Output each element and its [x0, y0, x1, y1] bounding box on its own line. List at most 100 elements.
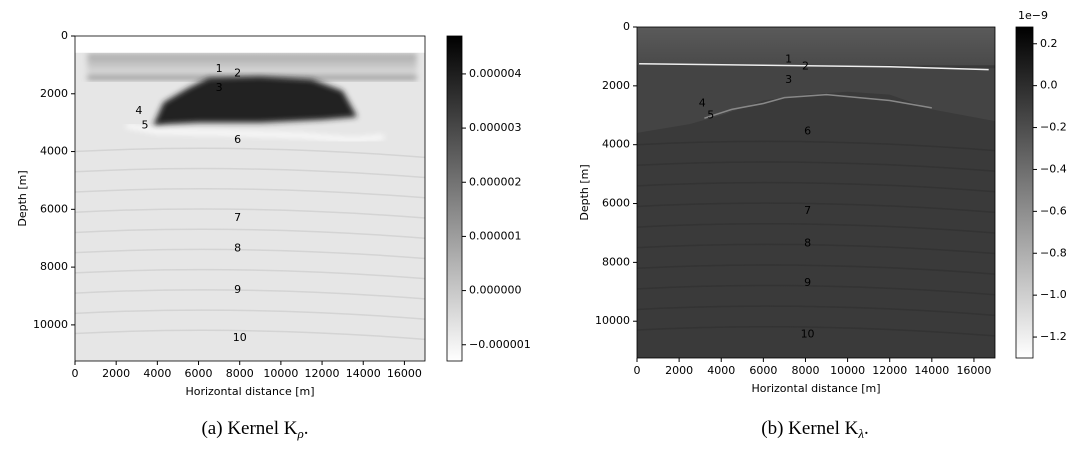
- y-axis-label: Depth [m]: [578, 164, 591, 220]
- x-tick-label: 14000: [346, 367, 381, 380]
- texture: [637, 284, 995, 296]
- texture: [75, 329, 425, 341]
- colorbar: [1015, 26, 1034, 359]
- annotation: 1: [216, 62, 223, 75]
- caption-suffix: .: [864, 418, 869, 439]
- annotation: 3: [785, 73, 792, 86]
- annotation: 4: [699, 96, 706, 109]
- annotation: 6: [804, 124, 811, 137]
- y-tick-label: 8000: [40, 260, 68, 273]
- blob: [153, 76, 358, 126]
- x-tick-label: 2000: [102, 367, 130, 380]
- colorbar-scale: 1e−9: [1018, 9, 1048, 22]
- y-tick-label: 0: [61, 29, 68, 42]
- texture: [637, 202, 995, 214]
- annotation: 10: [233, 331, 247, 344]
- colorbar-tick-label: 0.2: [1040, 37, 1058, 50]
- texture: [637, 305, 995, 317]
- texture: [75, 167, 425, 179]
- annotation: 10: [801, 327, 815, 340]
- x-tick-label: 6000: [749, 364, 777, 377]
- annotation: 2: [234, 67, 241, 80]
- y-tick-label: 8000: [602, 255, 630, 268]
- x-tick-label: 0: [634, 364, 641, 377]
- x-tick-label: 2000: [665, 364, 693, 377]
- axes-frame: [636, 26, 996, 359]
- y-axis-label: Depth [m]: [16, 170, 29, 226]
- top-white: [75, 36, 425, 53]
- texture: [75, 208, 425, 219]
- caption: (b) Kernel Kλ.: [761, 418, 868, 441]
- annotation: 5: [707, 108, 714, 121]
- x-tick-label: 16000: [956, 364, 991, 377]
- caption: (a) Kernel Kρ.: [201, 418, 308, 441]
- annotation: 9: [234, 283, 241, 296]
- colorbar-tick-label: −0.6: [1040, 204, 1067, 217]
- annotation: 7: [804, 204, 811, 217]
- y-tick-label: 10000: [595, 314, 630, 327]
- texture: [75, 147, 425, 159]
- x-tick-label: 12000: [305, 367, 340, 380]
- heatmap-image: [637, 27, 995, 358]
- top-band: [87, 53, 417, 80]
- texture: [637, 223, 995, 234]
- colorbar-tick-label: 0.000001: [469, 229, 522, 242]
- y-tick-label: 2000: [40, 87, 68, 100]
- colorbar-tick-label: 0.0: [1040, 79, 1058, 92]
- texture: [637, 181, 995, 193]
- caption-suffix: .: [304, 418, 309, 439]
- y-tick-label: 6000: [40, 202, 68, 215]
- colorbar-tick-label: −0.8: [1040, 246, 1067, 259]
- x-tick-label: 6000: [185, 367, 213, 380]
- texture: [75, 289, 425, 300]
- annotation: 1: [785, 52, 792, 65]
- x-axis-label: Horizontal distance [m]: [751, 382, 880, 395]
- colorbar-tick-label: 0.000002: [469, 175, 522, 188]
- texture: [637, 140, 995, 152]
- x-tick-label: 0: [72, 367, 79, 380]
- colorbar-tick-label: 0.000004: [469, 67, 522, 80]
- annotation: 6: [234, 133, 241, 146]
- texture: [637, 243, 995, 255]
- x-axis-label: Horizontal distance [m]: [185, 385, 314, 398]
- x-tick-label: 10000: [263, 367, 298, 380]
- salt-edge: [704, 93, 932, 119]
- y-tick-label: 4000: [40, 145, 68, 158]
- axes-frame: [74, 35, 426, 362]
- colorbar-tick-label: 0.000000: [469, 284, 522, 297]
- colorbar-tick-label: −0.2: [1040, 121, 1067, 134]
- annotation: 5: [142, 119, 149, 132]
- annotation: 7: [234, 211, 241, 224]
- caption-prefix: (b) Kernel K: [761, 418, 858, 439]
- colorbar: [446, 35, 463, 362]
- y-tick-label: 0: [623, 20, 630, 33]
- colorbar-tick-label: −0.000001: [469, 338, 531, 351]
- x-tick-label: 4000: [143, 367, 171, 380]
- x-tick-label: 10000: [830, 364, 865, 377]
- caption-prefix: (a) Kernel K: [201, 418, 297, 439]
- annotation: 3: [216, 81, 223, 94]
- annotation: 4: [135, 104, 142, 117]
- upper-zone: [637, 65, 995, 133]
- x-tick-label: 8000: [791, 364, 819, 377]
- colorbar-tick-label: −1.2: [1040, 330, 1067, 343]
- annotation: 9: [804, 276, 811, 289]
- x-tick-label: 8000: [226, 367, 254, 380]
- colorbar-tick-label: 0.000003: [469, 121, 522, 134]
- texture: [75, 188, 425, 199]
- heatmap-image: [75, 36, 425, 361]
- top-band: [637, 27, 995, 66]
- y-tick-label: 4000: [602, 138, 630, 151]
- colorbar-tick-label: −1.0: [1040, 288, 1067, 301]
- white-reflector: [126, 123, 385, 143]
- texture: [637, 325, 995, 337]
- annotation: 2: [802, 60, 809, 73]
- texture: [75, 228, 425, 239]
- y-tick-label: 6000: [602, 197, 630, 210]
- texture: [637, 161, 995, 172]
- annotation: 8: [234, 241, 241, 254]
- x-tick-label: 12000: [872, 364, 907, 377]
- y-tick-label: 2000: [602, 79, 630, 92]
- x-tick-label: 14000: [914, 364, 949, 377]
